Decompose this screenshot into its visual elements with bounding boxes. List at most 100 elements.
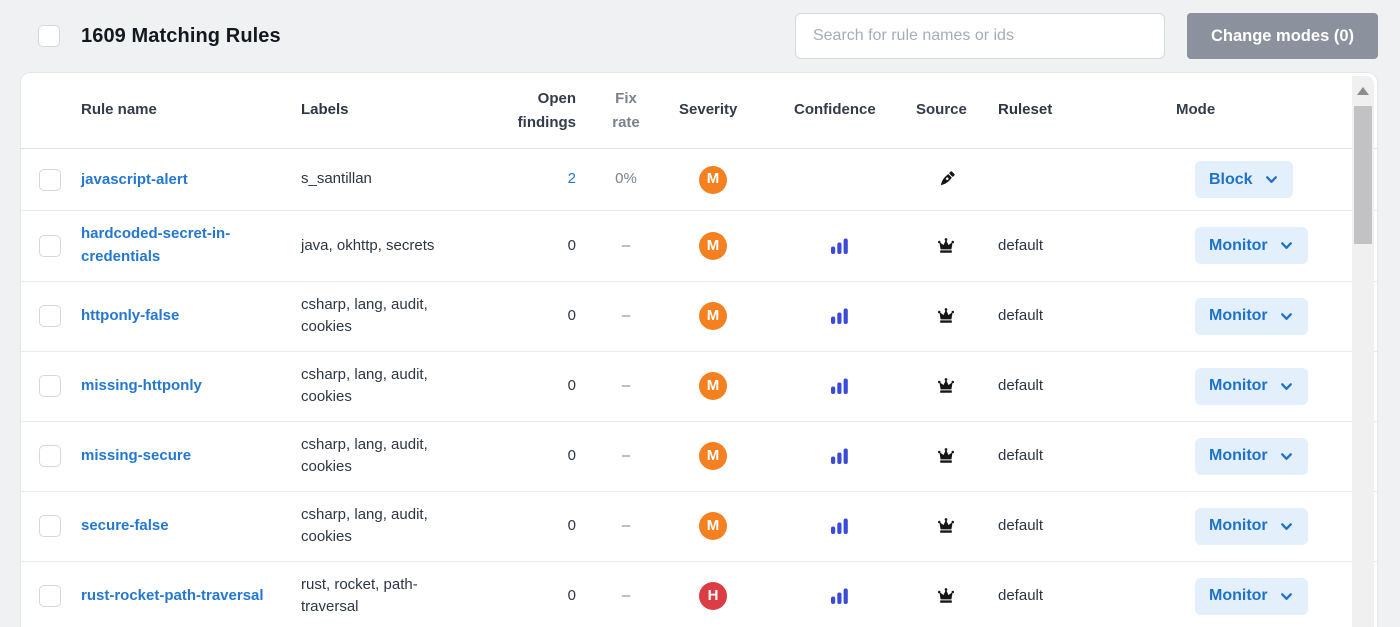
row-checkbox[interactable] bbox=[39, 305, 61, 327]
search-input[interactable] bbox=[794, 13, 1165, 59]
row-checkbox[interactable] bbox=[39, 445, 61, 467]
mode-label: Monitor bbox=[1209, 517, 1268, 534]
row-checkbox[interactable] bbox=[39, 234, 61, 257]
open-findings-cell: 0 bbox=[471, 223, 576, 270]
crown-icon bbox=[936, 306, 956, 326]
column-header-source: Source bbox=[916, 101, 967, 119]
mode-label: Monitor bbox=[1209, 307, 1268, 324]
confidence-cell bbox=[794, 432, 884, 480]
confidence-bars-icon bbox=[830, 236, 849, 255]
change-modes-button[interactable]: Change modes (0) bbox=[1186, 13, 1378, 59]
ruleset-value: default bbox=[998, 446, 1044, 464]
rule-name-link[interactable]: missing-httponly bbox=[81, 377, 202, 394]
rule-name-link[interactable]: hardcoded-secret-in-credentials bbox=[81, 225, 231, 265]
rule-name-link[interactable]: httponly-false bbox=[81, 307, 180, 324]
row-checkbox[interactable] bbox=[39, 168, 61, 191]
ruleset-value: default bbox=[998, 236, 1044, 254]
rule-labels: csharp, lang, audit, cookies bbox=[301, 505, 428, 546]
mode-cell: Monitor bbox=[1176, 356, 1346, 417]
chevron-down-icon bbox=[1280, 382, 1292, 390]
mode-dropdown-button[interactable]: Block bbox=[1195, 161, 1293, 198]
scrollbar[interactable] bbox=[1352, 76, 1374, 627]
top-bar: 1609 Matching Rules Change modes (0) bbox=[0, 0, 1400, 72]
confidence-cell bbox=[794, 292, 884, 340]
column-header-severity: Severity bbox=[679, 101, 738, 119]
rule-name-link[interactable]: secure-false bbox=[81, 517, 169, 534]
table-body: javascript-alert s_santillan 2 0% M bbox=[21, 149, 1377, 627]
open-findings-value[interactable]: 0 bbox=[567, 516, 576, 534]
column-header-open-line2: findings bbox=[517, 113, 576, 131]
severity-cell: M bbox=[679, 154, 779, 206]
table-row: javascript-alert s_santillan 2 0% M bbox=[21, 149, 1377, 211]
fix-rate-value: – bbox=[621, 306, 631, 324]
open-findings-cell: 0 bbox=[471, 503, 576, 550]
table-row: hardcoded-secret-in-credentials java, ok… bbox=[21, 211, 1377, 282]
severity-cell: M bbox=[679, 430, 779, 482]
confidence-cell bbox=[794, 572, 884, 620]
open-findings-value[interactable]: 0 bbox=[567, 586, 576, 604]
mode-dropdown-button[interactable]: Monitor bbox=[1195, 227, 1308, 265]
rule-labels: java, okhttp, secrets bbox=[301, 236, 435, 254]
mode-dropdown-button[interactable]: Monitor bbox=[1195, 297, 1308, 335]
chevron-down-icon bbox=[1280, 312, 1292, 320]
pen-nib-icon bbox=[936, 169, 957, 190]
source-cell bbox=[916, 432, 976, 480]
confidence-cell bbox=[794, 502, 884, 550]
open-findings-value[interactable]: 0 bbox=[567, 446, 576, 464]
source-cell bbox=[916, 362, 976, 410]
source-cell bbox=[916, 156, 976, 204]
open-findings-value[interactable]: 2 bbox=[567, 170, 576, 188]
mode-cell: Monitor bbox=[1176, 566, 1346, 627]
row-checkbox[interactable] bbox=[39, 585, 61, 607]
row-checkbox-cell bbox=[21, 157, 81, 203]
mode-cell: Monitor bbox=[1176, 496, 1346, 557]
chevron-down-icon bbox=[1280, 242, 1292, 250]
rule-labels: csharp, lang, audit, cookies bbox=[301, 295, 428, 336]
confidence-cell bbox=[794, 362, 884, 410]
mode-cell: Monitor bbox=[1176, 215, 1346, 276]
table-header-row: Rule name Labels Open findings Fix rate … bbox=[21, 73, 1377, 149]
mode-dropdown-button[interactable]: Monitor bbox=[1195, 437, 1308, 475]
open-findings-value[interactable]: 0 bbox=[567, 236, 576, 254]
rule-name-link[interactable]: missing-secure bbox=[81, 447, 192, 464]
column-header-mode: Mode bbox=[1176, 101, 1216, 119]
mode-cell: Block bbox=[1176, 149, 1346, 210]
rule-name-cell: secure-false bbox=[81, 502, 281, 550]
mode-label: Monitor bbox=[1209, 236, 1268, 254]
confidence-cell bbox=[794, 222, 884, 270]
open-findings-value[interactable]: 0 bbox=[567, 376, 576, 394]
ruleset-value: default bbox=[998, 516, 1044, 534]
row-checkbox-cell bbox=[21, 293, 81, 339]
crown-icon bbox=[936, 376, 956, 396]
scrollbar-up-arrow-icon[interactable] bbox=[1357, 87, 1369, 95]
rule-name-link[interactable]: rust-rocket-path-traversal bbox=[81, 587, 264, 604]
crown-icon bbox=[936, 236, 956, 256]
mode-label: Block bbox=[1209, 170, 1253, 188]
chevron-down-icon bbox=[1280, 522, 1292, 530]
mode-label: Monitor bbox=[1209, 377, 1268, 394]
confidence-cell bbox=[794, 156, 884, 204]
fix-rate-value: – bbox=[621, 376, 631, 394]
scrollbar-thumb[interactable] bbox=[1354, 106, 1372, 244]
table-row: missing-httponly csharp, lang, audit, co… bbox=[21, 352, 1377, 422]
column-header-ruleset: Ruleset bbox=[998, 101, 1053, 119]
crown-icon bbox=[936, 516, 956, 536]
row-checkbox[interactable] bbox=[39, 375, 61, 397]
severity-cell: M bbox=[679, 290, 779, 342]
fix-rate-value: – bbox=[621, 446, 631, 464]
row-checkbox[interactable] bbox=[39, 515, 61, 537]
open-findings-cell: 0 bbox=[471, 293, 576, 340]
column-header-fix-rate: Fix rate bbox=[576, 87, 676, 134]
mode-dropdown-button[interactable]: Monitor bbox=[1195, 367, 1308, 405]
rule-labels: csharp, lang, audit, cookies bbox=[301, 365, 428, 406]
fix-rate-value: – bbox=[621, 516, 631, 534]
column-header-confidence: Confidence bbox=[794, 101, 876, 119]
open-findings-value[interactable]: 0 bbox=[567, 306, 576, 324]
rule-name-link[interactable]: javascript-alert bbox=[81, 170, 188, 188]
mode-dropdown-button[interactable]: Monitor bbox=[1195, 577, 1308, 615]
severity-cell: H bbox=[679, 570, 779, 622]
source-cell bbox=[916, 502, 976, 550]
open-findings-cell: 0 bbox=[471, 573, 576, 620]
mode-dropdown-button[interactable]: Monitor bbox=[1195, 507, 1308, 545]
select-all-checkbox[interactable] bbox=[38, 25, 60, 47]
